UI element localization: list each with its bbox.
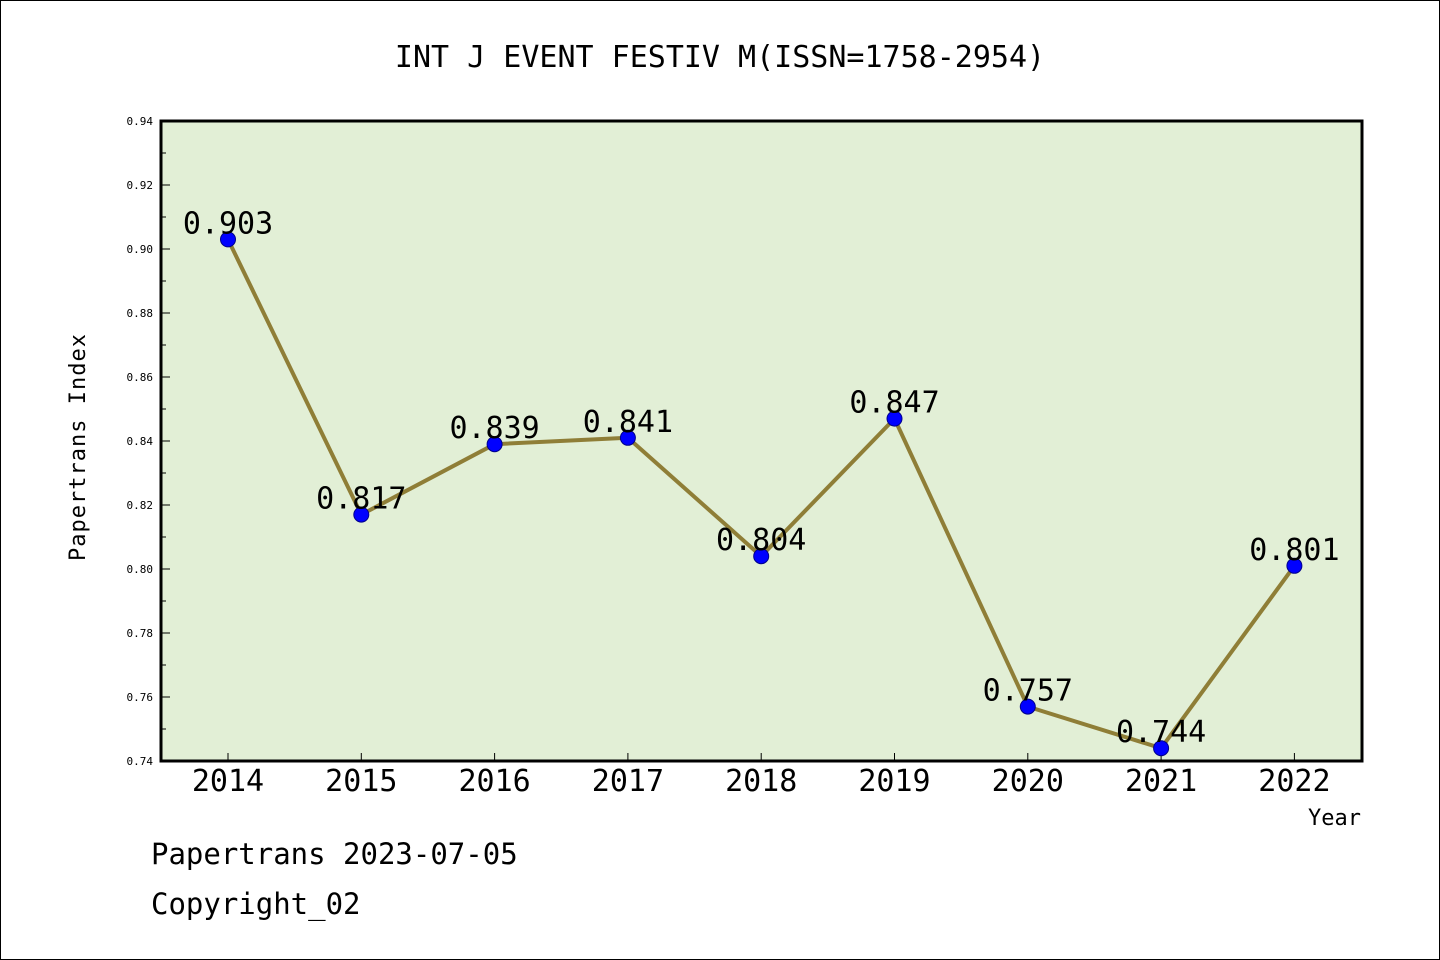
- y-tick-label: 0.94: [127, 115, 154, 128]
- y-tick-label: 0.80: [127, 563, 154, 576]
- y-axis-label: Papertrans Index: [66, 333, 91, 561]
- data-point: [353, 506, 370, 523]
- data-point: [220, 231, 236, 248]
- y-tick-label: 0.90: [127, 243, 154, 256]
- y-axis-ticks: 0.74 0.76 0.78 0.80 0.82 0.84 0.86 0.88 0.90 0.92…: [127, 115, 170, 768]
- data-label: 0.744: [1116, 715, 1206, 750]
- y-tick-label: 0.84: [127, 435, 154, 448]
- x-tick-label: 2015: [325, 764, 397, 799]
- x-tick-label: 2017: [592, 764, 664, 799]
- chart-title: INT J EVENT FESTIV M(ISSN=1758-2954): [395, 40, 1045, 75]
- data-label: 0.839: [449, 411, 539, 446]
- data-label: 0.847: [849, 386, 939, 421]
- y-tick-label: 0.78: [127, 627, 154, 640]
- data-point: [486, 436, 503, 453]
- x-tick-label: 2016: [458, 764, 530, 799]
- x-tick-label: 2022: [1258, 764, 1330, 799]
- y-tick-label: 0.76: [127, 691, 154, 704]
- x-axis-ticks: 2014 2015 2016 2017 2018 2019 2020 2021 2022: [192, 753, 1331, 799]
- x-tick-label: 2018: [725, 764, 797, 799]
- data-point: [619, 429, 636, 446]
- data-label: 0.801: [1249, 533, 1339, 568]
- y-tick-label: 0.92: [127, 179, 154, 192]
- data-points: [220, 231, 1303, 757]
- data-point: [1153, 740, 1170, 757]
- footer-source: Papertrans 2023-07-05: [151, 837, 518, 871]
- y-tick-label: 0.88: [127, 307, 154, 320]
- data-point: [753, 548, 770, 565]
- data-point: [1286, 557, 1303, 574]
- y-tick-label: 0.74: [127, 755, 154, 768]
- footer-copyright: Copyright_02: [151, 887, 361, 921]
- data-labels: 0.903 0.817 0.839 0.841 0.804 0.847 0.757 0.744…: [183, 206, 1340, 750]
- x-tick-label: 2021: [1125, 764, 1197, 799]
- data-point: [1019, 698, 1036, 715]
- data-point: [886, 410, 903, 427]
- data-label: 0.903: [183, 206, 273, 241]
- data-label: 0.841: [583, 405, 673, 440]
- data-label: 0.804: [716, 523, 806, 558]
- data-label: 0.817: [316, 482, 406, 517]
- x-axis-label: Year: [1308, 806, 1361, 831]
- plot-area: [159, 119, 1364, 763]
- x-tick-label: 2020: [992, 764, 1064, 799]
- x-tick-label: 2019: [858, 764, 930, 799]
- y-tick-label: 0.82: [127, 499, 154, 512]
- data-label: 0.757: [983, 674, 1073, 709]
- y-tick-label: 0.86: [127, 371, 154, 384]
- x-tick-label: 2014: [192, 764, 264, 799]
